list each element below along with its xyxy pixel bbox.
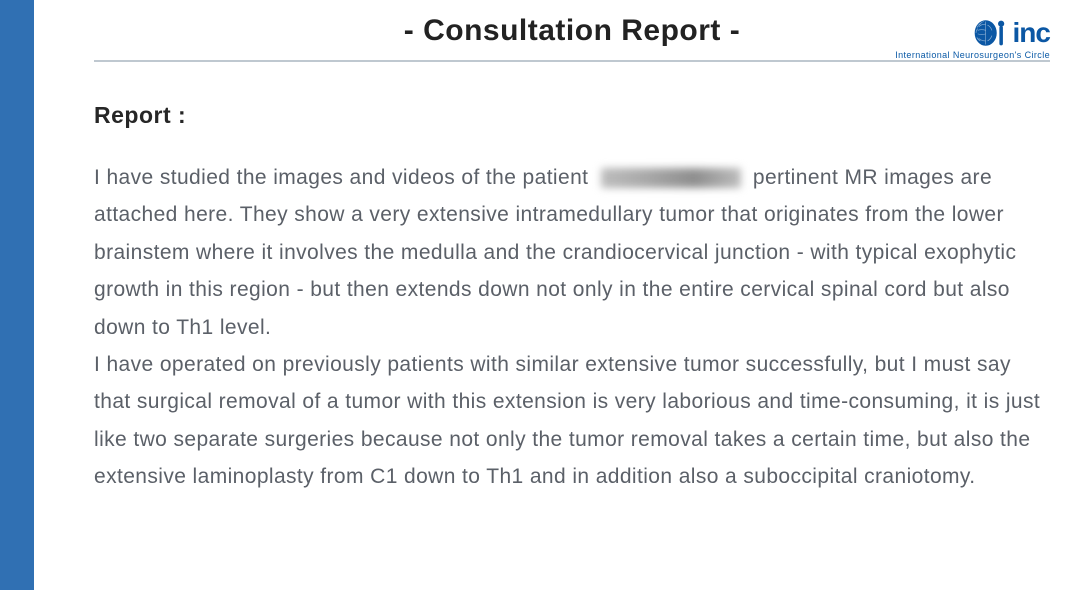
header-divider [94, 60, 1050, 62]
paragraph-1: I have studied the images and videos of … [94, 159, 1050, 346]
para1-after-redaction: pertinent MR images are attached here. T… [94, 166, 1016, 339]
logo-subtitle: International Neurosurgeon's Circle [895, 50, 1050, 60]
paragraph-2: I have operated on previously patients w… [94, 346, 1050, 496]
content-area: - Consultation Report - [34, 0, 1080, 590]
para1-before-redaction: I have studied the images and videos of … [94, 166, 588, 189]
brain-icon [973, 18, 1009, 48]
logo: inc International Neurosurgeon's Circle [895, 18, 1050, 60]
report-heading: Report : [94, 102, 1050, 129]
report-body: I have studied the images and videos of … [94, 159, 1050, 495]
logo-main: inc [895, 18, 1050, 48]
logo-text: inc [1013, 19, 1050, 47]
header: - Consultation Report - [94, 14, 1050, 48]
redacted-patient-name [601, 168, 741, 188]
document-page: - Consultation Report - [0, 0, 1080, 590]
left-stripe [0, 0, 34, 590]
